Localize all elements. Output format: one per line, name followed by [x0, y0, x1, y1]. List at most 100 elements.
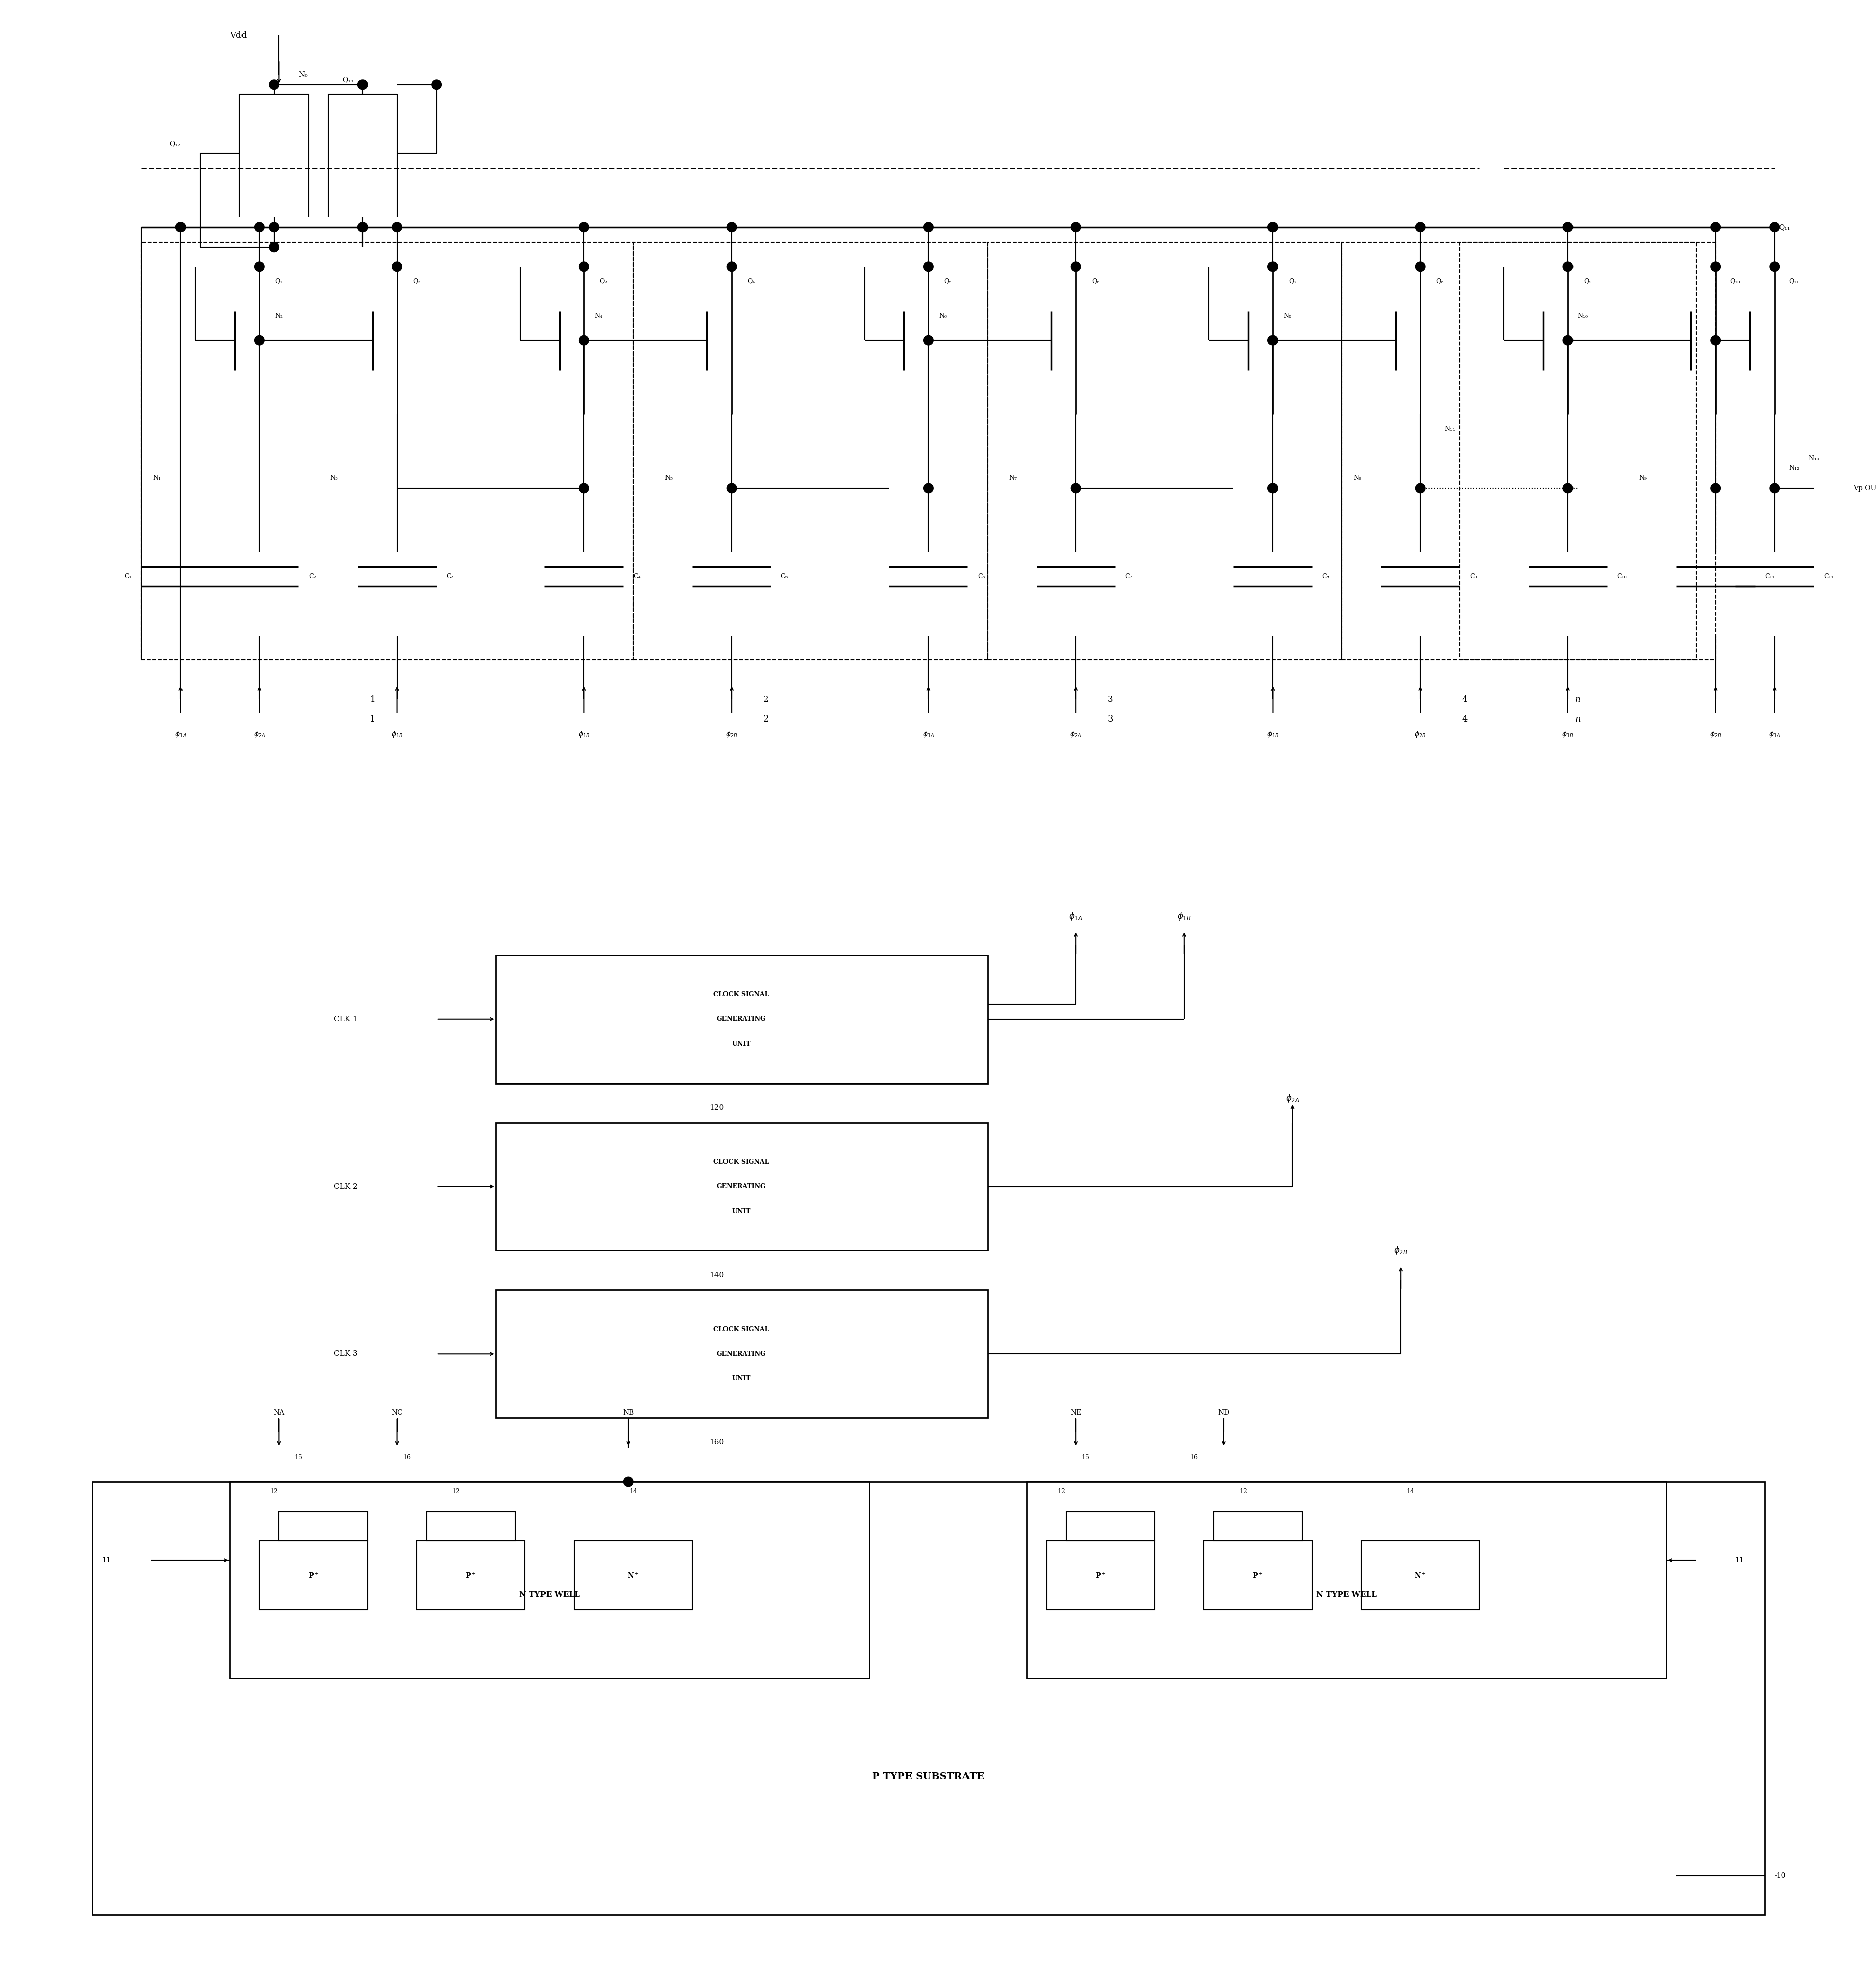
Text: Q₁: Q₁	[276, 278, 283, 284]
Text: ND: ND	[1218, 1409, 1229, 1415]
Text: N₀: N₀	[298, 72, 308, 78]
Text: n: n	[1576, 696, 1580, 704]
Text: CLK 1: CLK 1	[334, 1016, 358, 1024]
Circle shape	[1563, 223, 1572, 233]
Text: C₄: C₄	[634, 573, 640, 580]
Text: 14: 14	[628, 1489, 638, 1495]
Text: $\phi_{1A}$: $\phi_{1A}$	[174, 730, 186, 738]
Bar	[1341, 243, 1696, 660]
Text: CLOCK SIGNAL: CLOCK SIGNAL	[713, 1159, 769, 1165]
Text: C₁: C₁	[124, 573, 131, 580]
Text: N₁: N₁	[152, 475, 161, 481]
Bar	[987, 243, 1341, 660]
Text: C₅: C₅	[780, 573, 788, 580]
Text: GENERATING: GENERATING	[717, 1350, 765, 1358]
Circle shape	[1711, 262, 1720, 272]
Bar	[495, 1123, 987, 1250]
Text: NE: NE	[1071, 1409, 1082, 1415]
Text: $\phi_{1B}$: $\phi_{1B}$	[1266, 730, 1279, 738]
Circle shape	[1563, 483, 1572, 493]
Text: $\phi_{1A}$: $\phi_{1A}$	[923, 730, 934, 738]
Text: Q₁₁: Q₁₁	[1790, 278, 1799, 284]
Circle shape	[580, 262, 589, 272]
Text: C₃: C₃	[446, 573, 454, 580]
Circle shape	[580, 223, 589, 233]
Text: NA: NA	[274, 1409, 285, 1415]
Text: N₁₀: N₁₀	[1578, 312, 1587, 320]
Circle shape	[1769, 483, 1780, 493]
Circle shape	[1268, 262, 1278, 272]
Text: $\phi_{1B}$: $\phi_{1B}$	[1563, 730, 1574, 738]
Text: P$^+$: P$^+$	[1253, 1571, 1263, 1580]
Circle shape	[1268, 336, 1278, 346]
Circle shape	[1415, 223, 1426, 233]
Bar	[280, 1511, 368, 1541]
Text: $\phi_{2A}$: $\phi_{2A}$	[1069, 730, 1082, 738]
Text: C₉: C₉	[1469, 573, 1476, 580]
Text: 120: 120	[709, 1105, 724, 1111]
Text: N₂: N₂	[276, 312, 283, 320]
Bar	[495, 956, 987, 1083]
Text: 12: 12	[452, 1489, 460, 1495]
Text: 140: 140	[709, 1272, 724, 1278]
Text: 12: 12	[1240, 1489, 1248, 1495]
Circle shape	[1071, 483, 1081, 493]
Circle shape	[1769, 223, 1780, 233]
Text: N₆: N₆	[940, 312, 947, 320]
Text: $\phi_{2B}$: $\phi_{2B}$	[1394, 1244, 1407, 1256]
Circle shape	[923, 223, 932, 233]
Text: N₈: N₈	[1283, 312, 1291, 320]
Text: NC: NC	[392, 1409, 403, 1415]
Bar	[574, 1541, 692, 1610]
Circle shape	[1071, 262, 1081, 272]
Text: Q₇: Q₇	[1289, 278, 1296, 284]
Text: 1: 1	[370, 696, 375, 704]
Circle shape	[268, 80, 280, 89]
Bar	[416, 1541, 525, 1610]
Text: Q₃: Q₃	[600, 278, 608, 284]
Circle shape	[431, 80, 441, 89]
Text: $\phi_{2A}$: $\phi_{2A}$	[1285, 1093, 1300, 1103]
Circle shape	[1711, 483, 1720, 493]
Text: N TYPE WELL: N TYPE WELL	[520, 1592, 580, 1598]
Text: $\phi_{1B}$: $\phi_{1B}$	[1178, 911, 1191, 922]
Circle shape	[358, 223, 368, 233]
Text: N₁₂: N₁₂	[1790, 465, 1799, 471]
Text: Q₅: Q₅	[944, 278, 951, 284]
Circle shape	[1769, 262, 1780, 272]
Text: Q₁₁: Q₁₁	[1778, 225, 1790, 231]
Circle shape	[358, 80, 368, 89]
Text: Vp OUT: Vp OUT	[1853, 485, 1876, 491]
Text: C₁₀: C₁₀	[1617, 573, 1626, 580]
Circle shape	[176, 223, 186, 233]
Text: C₁₁: C₁₁	[1765, 573, 1775, 580]
Text: 15: 15	[1082, 1453, 1090, 1461]
Text: GENERATING: GENERATING	[717, 1183, 765, 1191]
Text: Q₉: Q₉	[1583, 278, 1591, 284]
Text: -10: -10	[1775, 1873, 1786, 1879]
Circle shape	[923, 483, 932, 493]
Text: $\phi_{1B}$: $\phi_{1B}$	[578, 730, 589, 738]
Circle shape	[726, 483, 737, 493]
Text: N₅: N₅	[664, 475, 673, 481]
Circle shape	[1415, 483, 1426, 493]
Text: N₉: N₉	[1353, 475, 1362, 481]
Text: GENERATING: GENERATING	[717, 1016, 765, 1022]
Bar	[1214, 1511, 1302, 1541]
Bar	[141, 243, 634, 660]
Text: 4: 4	[1461, 696, 1467, 704]
Text: $\phi_{2B}$: $\phi_{2B}$	[1709, 730, 1722, 738]
Circle shape	[255, 262, 265, 272]
Text: CLOCK SIGNAL: CLOCK SIGNAL	[713, 992, 769, 998]
Text: 160: 160	[709, 1439, 724, 1445]
Text: P$^+$: P$^+$	[1096, 1571, 1107, 1580]
Bar	[1026, 1481, 1666, 1678]
Bar	[426, 1511, 516, 1541]
Text: Q₁₂: Q₁₂	[169, 139, 180, 147]
Text: 2: 2	[764, 716, 769, 724]
Text: CLK 3: CLK 3	[334, 1350, 358, 1358]
Circle shape	[726, 223, 737, 233]
Bar	[1066, 1511, 1154, 1541]
Text: UNIT: UNIT	[732, 1209, 750, 1215]
Text: Q₆: Q₆	[1092, 278, 1099, 284]
